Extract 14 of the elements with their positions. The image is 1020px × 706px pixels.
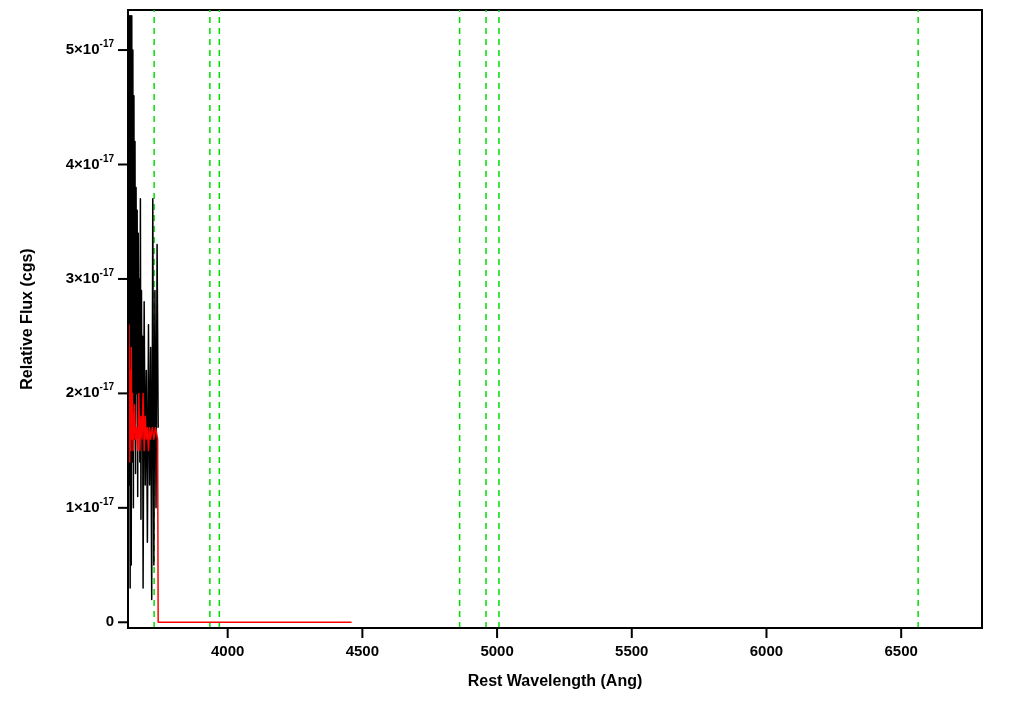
x-tick-label: 5500: [615, 641, 649, 659]
y-tick-label: 5×10$^{-17}$: [65, 38, 115, 58]
y-tick-label: 0: [105, 612, 114, 630]
x-axis-title: Rest Wavelength (Ang): [467, 672, 643, 689]
y-tick-label: 2×10$^{-17}$: [65, 381, 115, 401]
x-tick-label: 6000: [749, 641, 784, 659]
y-tick-label: 1×10$^{-17}$: [65, 495, 115, 515]
x-tick-label: 6500: [884, 641, 918, 659]
x-tick-label: 4500: [345, 641, 380, 659]
x-tick-label: 5000: [480, 641, 514, 659]
y-tick-label: 3×10$^{-17}$: [65, 267, 115, 286]
y-axis-title: Relative Flux (cgs): [17, 248, 35, 390]
x-tick-label: 4000: [210, 641, 245, 659]
y-tick-label: 4×10$^{-17}$: [65, 152, 115, 172]
